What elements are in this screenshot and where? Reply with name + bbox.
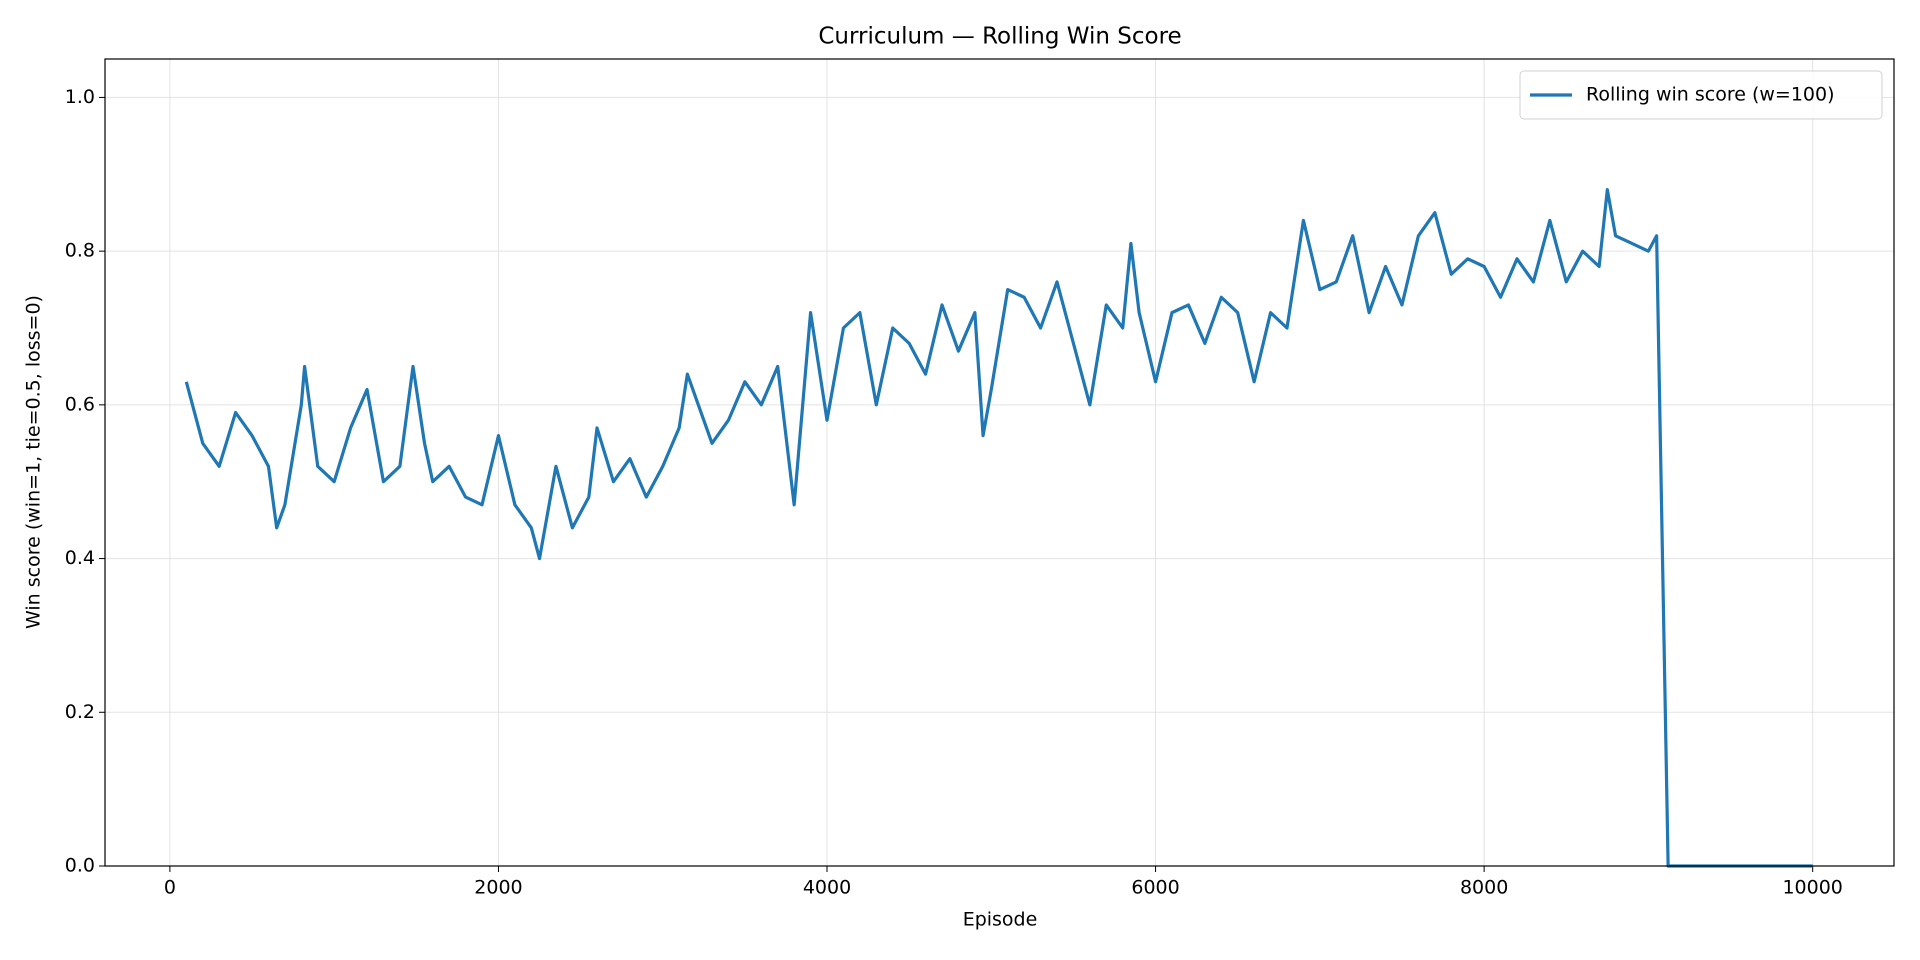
x-tick-label: 10000 bbox=[1782, 877, 1842, 899]
x-tick-label: 0 bbox=[164, 877, 176, 899]
y-tick-label: 1.0 bbox=[65, 86, 95, 108]
plot-frame bbox=[104, 58, 1895, 867]
legend-box bbox=[1519, 70, 1883, 120]
x-tick-label: 6000 bbox=[1131, 877, 1179, 899]
y-tick-label: 0.0 bbox=[65, 855, 95, 877]
x-tick-label: 4000 bbox=[803, 877, 851, 899]
data-line bbox=[184, 188, 1813, 868]
y-tick-label: 0.4 bbox=[65, 547, 95, 569]
y-tick-label: 0.8 bbox=[65, 240, 95, 262]
chart-title: Curriculum — Rolling Win Score bbox=[818, 24, 1181, 50]
legend-label: Rolling win score (w=100) bbox=[1586, 84, 1835, 106]
y-axis-label: Win score (win=1, tie=0.5, loss=0) bbox=[23, 295, 45, 629]
y-tick-label: 0.2 bbox=[65, 701, 95, 723]
x-tick-label: 8000 bbox=[1460, 877, 1508, 899]
x-axis-label: Episode bbox=[963, 909, 1038, 931]
x-tick-label: 2000 bbox=[474, 877, 522, 899]
y-tick-label: 0.6 bbox=[65, 393, 95, 415]
